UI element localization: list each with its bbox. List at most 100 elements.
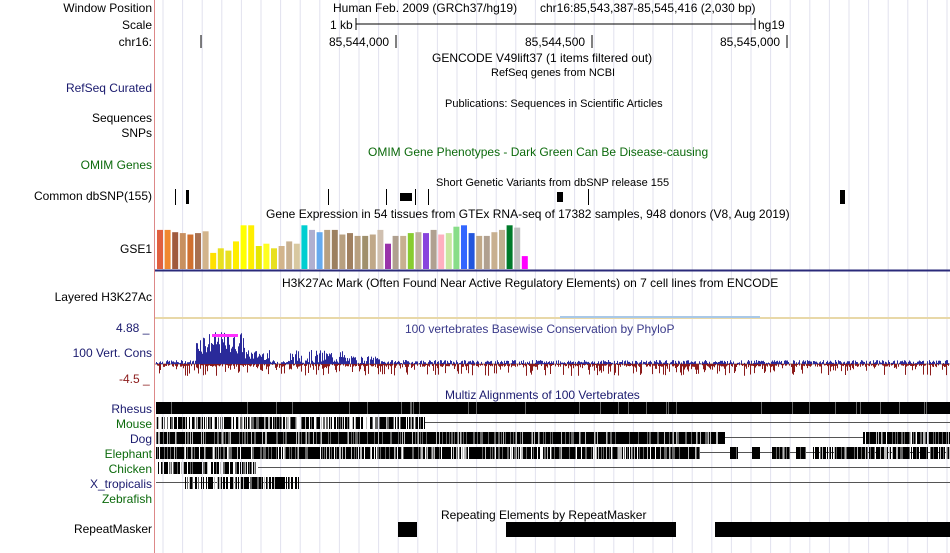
rhesus-align-base	[663, 402, 664, 414]
elephant-align-base	[416, 447, 417, 459]
rhesus-align-base	[375, 402, 376, 414]
xtropicalis-align-base	[227, 477, 228, 489]
rhesus-align-base	[353, 402, 354, 414]
rhesus-align-base	[299, 402, 300, 414]
chicken-align-base	[218, 462, 219, 474]
xtropicalis-align-base	[274, 477, 275, 489]
multiz-species-xtropicalis[interactable]: X_tropicalis	[89, 477, 152, 491]
rhesus-align-base	[796, 402, 797, 414]
dog-align-base	[160, 432, 161, 444]
dog-align-base	[939, 432, 940, 444]
mouse-align-base	[291, 417, 292, 429]
dog-align-base	[539, 432, 540, 444]
rhesus-align-base	[237, 402, 238, 414]
dog-align-base	[868, 432, 869, 444]
elephant-align-base	[178, 447, 179, 459]
phylop-track-title: 100 vertebrates Basewise Conservation by…	[405, 322, 675, 336]
dog-align-base	[441, 432, 442, 444]
rhesus-align-base	[183, 402, 184, 414]
phylop-track-label[interactable]: 100 Vert. Cons	[72, 346, 152, 360]
rhesus-align-base	[370, 402, 371, 414]
dog-align-base	[325, 432, 326, 444]
elephant-align-base	[645, 447, 646, 459]
rhesus-align-base	[385, 402, 386, 414]
dog-align-base	[899, 432, 900, 444]
sequences-track-label[interactable]: Sequences	[91, 111, 152, 125]
rhesus-align-base	[431, 402, 432, 414]
rhesus-align-base	[755, 402, 756, 414]
dog-align-base	[626, 432, 627, 444]
rhesus-align-base	[824, 402, 825, 414]
rhesus-align-base	[710, 402, 711, 414]
elephant-align-base	[553, 447, 554, 459]
dog-align-base	[887, 432, 888, 444]
dbsnp-track-label[interactable]: Common dbSNP(155)	[33, 189, 152, 203]
dog-align-base	[646, 432, 647, 444]
dog-align-base	[349, 432, 350, 444]
chicken-align-base	[217, 462, 218, 474]
elephant-align-base	[243, 447, 244, 459]
dog-align-base	[474, 432, 475, 444]
omim-track-label[interactable]: OMIM Genes	[80, 158, 152, 172]
rhesus-align-base	[815, 402, 816, 414]
rhesus-align-base	[533, 402, 534, 414]
elephant-align-base	[924, 447, 925, 459]
snps-track-label[interactable]: SNPs	[121, 126, 152, 140]
multiz-species-mouse[interactable]: Mouse	[115, 417, 152, 431]
elephant-align-base	[392, 447, 393, 459]
rhesus-align-base	[245, 402, 246, 414]
multiz-species-dog[interactable]: Dog	[129, 432, 152, 446]
elephant-align-base	[683, 447, 684, 459]
mouse-align-base	[225, 417, 226, 429]
dog-align-base	[367, 432, 368, 444]
elephant-align-base	[184, 447, 185, 459]
rhesus-align-base	[226, 402, 227, 414]
elephant-align-base	[563, 447, 564, 459]
multiz-species-elephant[interactable]: Elephant	[104, 447, 152, 461]
dog-align-base	[531, 432, 532, 444]
multiz-species-rhesus[interactable]: Rhesus	[111, 402, 152, 416]
elephant-align-base	[679, 447, 680, 459]
rhesus-align-base	[168, 402, 169, 414]
dog-align-base	[428, 432, 429, 444]
elephant-align-base	[860, 447, 861, 459]
multiz-species-zebrafish[interactable]: Zebrafish	[101, 492, 152, 506]
elephant-align-base	[433, 447, 434, 459]
elephant-align-base	[335, 447, 336, 459]
rhesus-align-base	[392, 402, 393, 414]
h3k27ac-track-label[interactable]: Layered H3K27Ac	[54, 290, 152, 304]
rhesus-align-base	[515, 402, 516, 414]
elephant-align-base	[548, 447, 549, 459]
dog-align-base	[374, 432, 375, 444]
dog-align-base	[214, 432, 215, 444]
elephant-align-base	[689, 447, 690, 459]
elephant-align-base	[731, 447, 732, 459]
dog-align-base	[565, 432, 566, 444]
rhesus-align-base	[543, 402, 544, 414]
rhesus-align-base	[205, 402, 206, 414]
dog-align-base	[697, 432, 698, 444]
mouse-align-base	[162, 417, 163, 429]
rhesus-align-base	[675, 402, 676, 414]
repeatmasker-track-label[interactable]: RepeatMasker	[73, 522, 152, 536]
elephant-align-base	[527, 447, 528, 459]
dog-align-base	[500, 432, 501, 444]
rhesus-align-base	[746, 402, 747, 414]
chicken-align-base	[235, 462, 236, 474]
rhesus-align-base	[797, 402, 798, 414]
multiz-species-chicken[interactable]: Chicken	[108, 462, 152, 476]
rhesus-align-base	[579, 402, 580, 414]
elephant-align-base	[423, 447, 424, 459]
gtex-track-label[interactable]: GSE1	[119, 242, 152, 256]
dog-align-base	[616, 432, 617, 444]
mouse-align-base	[395, 417, 396, 429]
dog-align-base	[356, 432, 357, 444]
dog-align-base	[632, 432, 633, 444]
dog-align-base	[893, 432, 894, 444]
elephant-align-base	[430, 447, 431, 459]
elephant-align-base	[234, 447, 235, 459]
elephant-align-base	[399, 447, 400, 459]
rhesus-align-base	[751, 402, 752, 414]
refseq-track-label[interactable]: RefSeq Curated	[65, 81, 152, 95]
